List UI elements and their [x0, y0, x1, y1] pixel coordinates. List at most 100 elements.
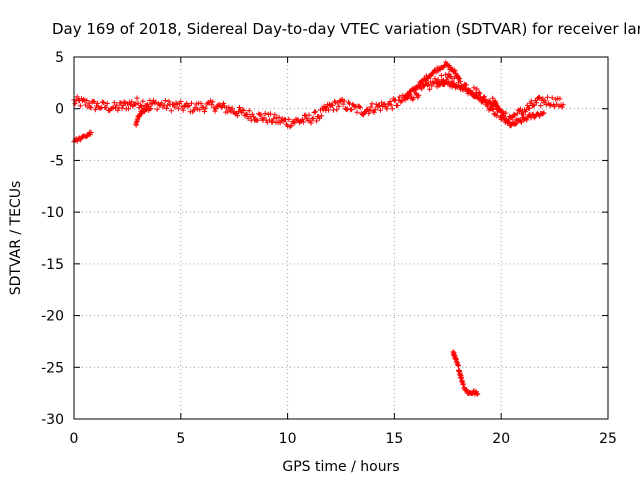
data-point	[271, 116, 277, 122]
data-point	[95, 100, 101, 106]
data-point	[168, 108, 174, 114]
data-point	[149, 100, 155, 107]
data-point	[509, 114, 515, 121]
data-point	[77, 103, 83, 109]
data-point	[111, 100, 117, 106]
data-point	[293, 116, 299, 122]
data-point	[368, 104, 374, 110]
data-point	[463, 86, 469, 92]
data-point	[455, 363, 462, 369]
data-point	[164, 105, 170, 111]
data-point	[340, 101, 346, 107]
data-point	[258, 112, 264, 118]
data-point	[229, 105, 235, 111]
data-point	[276, 114, 282, 120]
data-point	[560, 102, 566, 108]
data-point	[354, 109, 360, 115]
data-point	[356, 103, 362, 110]
data-point	[175, 106, 181, 112]
data-point	[544, 94, 551, 100]
data-point	[491, 111, 497, 117]
data-point	[92, 107, 98, 113]
data-point	[376, 103, 382, 109]
data-point	[542, 98, 548, 104]
data-point	[288, 123, 294, 129]
data-point	[388, 102, 394, 108]
data-point	[241, 107, 247, 114]
data-point	[178, 98, 184, 105]
data-point	[234, 113, 240, 119]
data-point	[549, 95, 555, 101]
data-point	[559, 104, 565, 110]
data-point	[209, 102, 215, 108]
data-point	[287, 124, 293, 130]
data-point	[200, 104, 206, 110]
data-point	[162, 97, 168, 104]
data-point	[129, 99, 135, 105]
y-tick-label: -20	[41, 309, 64, 325]
data-point	[512, 121, 518, 127]
data-point	[474, 86, 480, 92]
data-point	[213, 106, 219, 112]
data-point	[255, 117, 261, 123]
data-point	[97, 105, 103, 111]
data-point	[455, 75, 462, 81]
data-point	[110, 104, 116, 110]
data-point	[526, 105, 532, 111]
data-point	[445, 64, 451, 70]
data-point	[74, 94, 80, 100]
y-tick-label: -25	[41, 360, 64, 376]
data-point	[518, 119, 525, 125]
data-point	[312, 109, 318, 115]
data-point	[452, 68, 458, 74]
data-point	[349, 106, 355, 113]
data-point	[366, 110, 372, 116]
data-point	[86, 100, 92, 106]
data-point	[457, 78, 463, 84]
data-point	[411, 95, 417, 101]
x-tick-label: 0	[70, 431, 79, 447]
data-point	[524, 117, 530, 123]
data-point	[475, 391, 481, 397]
data-point	[84, 97, 90, 104]
data-point	[425, 75, 431, 81]
x-tick-label: 5	[176, 431, 185, 447]
x-tick-label: 20	[492, 431, 510, 447]
data-point	[191, 107, 197, 113]
data-point	[201, 108, 208, 115]
series-spike-near-3h	[133, 105, 154, 128]
data-point	[513, 121, 519, 127]
data-point	[438, 72, 444, 79]
x-tick-label: 15	[385, 431, 403, 447]
series-main-band	[71, 71, 566, 130]
data-point	[152, 100, 158, 106]
data-point	[528, 98, 534, 104]
y-axis-label: SDTVAR / TECUs	[8, 181, 24, 296]
data-point	[154, 106, 160, 112]
data-point	[193, 101, 199, 107]
data-point	[203, 105, 209, 111]
data-point	[477, 90, 483, 96]
data-point	[292, 120, 298, 126]
data-point	[430, 70, 436, 76]
data-point	[174, 101, 180, 107]
data-point	[541, 110, 547, 116]
chart-title: Day 169 of 2018, Sidereal Day-to-day VTE…	[52, 20, 640, 38]
data-point	[99, 99, 106, 105]
data-point	[166, 98, 172, 104]
data-point	[490, 95, 496, 101]
data-point	[236, 104, 243, 111]
data-point	[468, 89, 474, 95]
data-point	[88, 129, 94, 136]
data-point	[136, 105, 142, 111]
data-point	[325, 107, 332, 113]
data-point	[497, 106, 503, 112]
data-point	[186, 102, 192, 109]
data-point	[432, 76, 438, 82]
data-point	[537, 94, 543, 100]
data-point	[125, 106, 132, 112]
data-point	[104, 100, 110, 107]
data-point	[498, 109, 504, 115]
series-upper-branch	[402, 59, 462, 100]
